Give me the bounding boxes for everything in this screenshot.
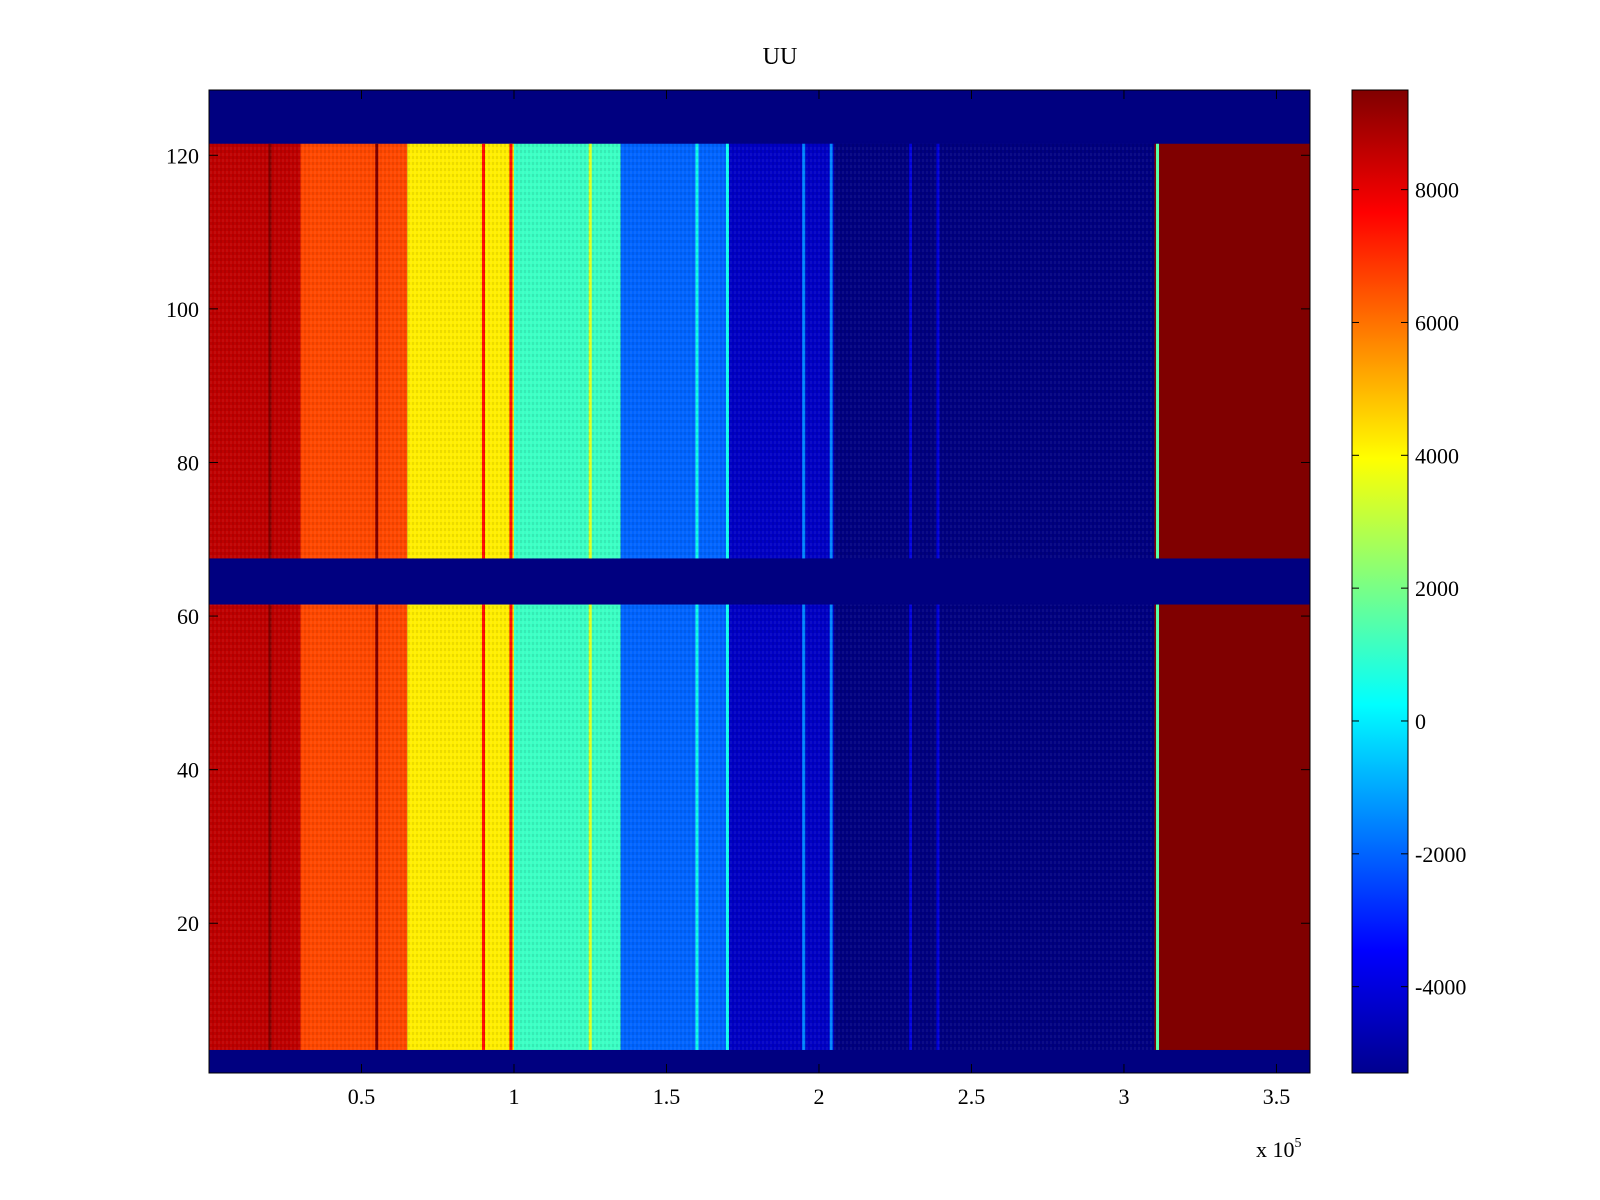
colorbar-gradient xyxy=(1352,90,1408,1073)
x-exponent-base: x 10 xyxy=(1256,1137,1295,1162)
heatmap-cell-band1-seg7 xyxy=(1154,143,1310,559)
x-tick-label: 0.5 xyxy=(348,1084,376,1109)
y-tick-label: 100 xyxy=(166,297,199,322)
x-tick-label: 1.5 xyxy=(653,1084,681,1109)
x-exponent-power: 5 xyxy=(1294,1136,1302,1151)
colorbar-tick-label: 0 xyxy=(1415,709,1426,734)
chart-title: UU xyxy=(762,44,798,70)
colorbar-box xyxy=(1351,89,1409,1074)
y-tick-label: 80 xyxy=(177,450,199,475)
y-tick-label: 20 xyxy=(177,911,199,936)
x-tick-label: 2.5 xyxy=(958,1084,986,1109)
axes-box xyxy=(208,89,1311,1074)
heatmap-streak-band1-11 xyxy=(1156,143,1160,559)
plot-area: 0.5 1 1.5 2 2.5 3 3.5 20 40 60 80 100 120 xyxy=(166,89,1311,1109)
colorbar: 8000 6000 4000 2000 0 -2000 -4000 xyxy=(1351,89,1466,1074)
y-tick-label: 120 xyxy=(166,143,199,168)
y-tick-label: 60 xyxy=(177,604,199,629)
colorbar-tick-label: 4000 xyxy=(1415,443,1459,468)
colorbar-tick-label: 8000 xyxy=(1415,178,1459,203)
heatmap-streak-band0-11 xyxy=(1156,604,1160,1050)
x-exponent-label: x 105 xyxy=(1256,1136,1302,1163)
x-tick-label: 3 xyxy=(1118,1084,1129,1109)
heatmap-texture-band0 xyxy=(209,604,1155,1050)
colorbar-tick-label: 2000 xyxy=(1415,576,1459,601)
x-tick-label: 2 xyxy=(813,1084,824,1109)
x-tick-label: 3.5 xyxy=(1263,1084,1291,1109)
y-tick-label: 40 xyxy=(177,758,199,783)
colorbar-tick-label: -4000 xyxy=(1415,975,1466,1000)
heatmap-texture-band1 xyxy=(209,143,1155,559)
colorbar-tick-label: -2000 xyxy=(1415,842,1466,867)
x-tick-label: 1 xyxy=(508,1084,519,1109)
colorbar-tick-label: 6000 xyxy=(1415,310,1459,335)
heatmap-cell-band0-seg7 xyxy=(1154,604,1310,1050)
